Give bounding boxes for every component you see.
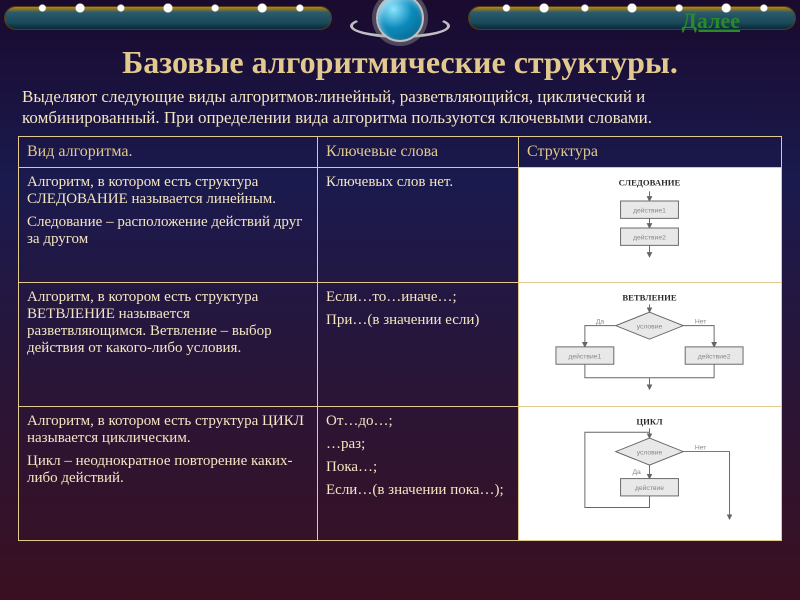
keyword-text: Если…то…иначе…;	[326, 289, 510, 306]
box-label: действие1	[569, 352, 602, 360]
arrow-icon	[585, 326, 616, 347]
sequence-diagram: СЛЕДОВАНИЕ действие1 действие2	[527, 174, 773, 270]
intro-paragraph: Выделяют следующие виды алгоритмов:линей…	[0, 81, 800, 136]
cell-description: Алгоритм, в котором есть структура СЛЕДО…	[19, 168, 318, 282]
diagram-title: СЛЕДОВАНИЕ	[619, 178, 681, 188]
yes-label: Да	[596, 319, 605, 326]
arrow-icon	[683, 452, 729, 520]
connector-line	[585, 364, 650, 378]
header-keywords: Ключевые слова	[318, 137, 519, 168]
diagram-title: ВЕТВЛЕНИЕ	[622, 292, 677, 302]
cell-keywords: Если…то…иначе…; При…(в значении если)	[318, 282, 519, 406]
yes-label: Да	[633, 469, 642, 476]
desc-text: Цикл – неоднократное повторение каких-ли…	[27, 453, 309, 487]
desc-text: Следование – расположение действий друг …	[27, 214, 309, 248]
cell-keywords: Ключевых слов нет.	[318, 168, 519, 282]
desc-text: Алгоритм, в котором есть структура ЦИКЛ …	[27, 413, 309, 447]
table-row: Алгоритм, в котором есть структура ВЕТВЛ…	[19, 282, 782, 406]
keyword-text: От…до…;	[326, 413, 510, 430]
cell-diagram: СЛЕДОВАНИЕ действие1 действие2	[519, 168, 782, 282]
cell-diagram: ЦИКЛ условие Да Нет действие	[519, 407, 782, 541]
top-banner: Далее	[0, 0, 800, 40]
keyword-text: Ключевых слов нет.	[326, 174, 510, 191]
banner-right-decoration	[468, 6, 796, 30]
cell-description: Алгоритм, в котором есть структура ЦИКЛ …	[19, 407, 318, 541]
cell-description: Алгоритм, в котором есть структура ВЕТВЛ…	[19, 282, 318, 406]
page-title: Базовые алгоритмические структуры.	[0, 44, 800, 81]
condition-label: условие	[637, 323, 663, 330]
cell-diagram: ВЕТВЛЕНИЕ условие Да Нет действие1 дейст…	[519, 282, 782, 406]
header-structure: Структура	[519, 137, 782, 168]
box-label: действие	[635, 484, 664, 492]
keyword-text: Если…(в значении пока…);	[326, 482, 510, 499]
no-label: Нет	[695, 319, 707, 326]
keyword-text: …раз;	[326, 436, 510, 453]
cell-keywords: От…до…; …раз; Пока…; Если…(в значении по…	[318, 407, 519, 541]
globe-icon	[376, 0, 424, 42]
banner-left-decoration	[4, 6, 332, 30]
table-row: Алгоритм, в котором есть структура ЦИКЛ …	[19, 407, 782, 541]
table-row: Алгоритм, в котором есть структура СЛЕДО…	[19, 168, 782, 282]
box-label: действие2	[633, 234, 666, 242]
next-button[interactable]: Далее	[682, 8, 740, 34]
desc-text: Алгоритм, в котором есть структура ВЕТВЛ…	[27, 289, 309, 357]
loop-diagram: ЦИКЛ условие Да Нет действие	[527, 413, 773, 529]
header-kind: Вид алгоритма.	[19, 137, 318, 168]
branch-diagram: ВЕТВЛЕНИЕ условие Да Нет действие1 дейст…	[527, 289, 773, 395]
box-label: действие2	[698, 352, 731, 360]
no-label: Нет	[695, 445, 707, 452]
keyword-text: Пока…;	[326, 459, 510, 476]
desc-text: Алгоритм, в котором есть структура СЛЕДО…	[27, 174, 309, 208]
arrow-icon	[683, 326, 714, 347]
connector-line	[650, 364, 715, 378]
box-label: действие1	[633, 207, 666, 215]
diagram-title: ЦИКЛ	[636, 417, 663, 427]
algorithm-table: Вид алгоритма. Ключевые слова Структура …	[18, 136, 782, 540]
condition-label: условие	[637, 449, 663, 456]
keyword-text: При…(в значении если)	[326, 312, 510, 329]
table-header-row: Вид алгоритма. Ключевые слова Структура	[19, 137, 782, 168]
